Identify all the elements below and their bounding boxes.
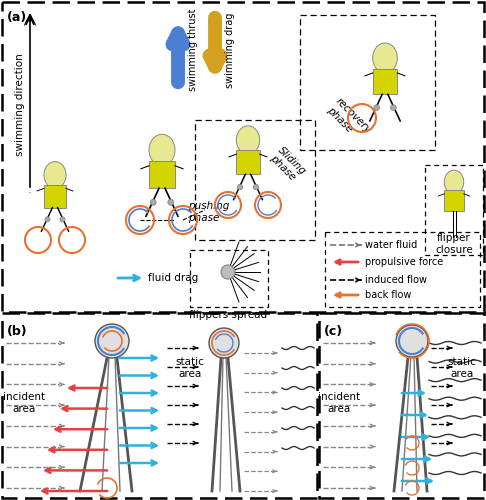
Circle shape [391, 105, 396, 110]
Circle shape [209, 328, 239, 358]
Circle shape [253, 184, 259, 190]
Circle shape [45, 217, 50, 222]
Text: flipper
closure: flipper closure [435, 233, 473, 254]
Text: back flow: back flow [365, 290, 411, 300]
Bar [195, 120, 315, 240]
Text: swimming thrust: swimming thrust [188, 8, 198, 91]
Circle shape [221, 265, 235, 279]
Text: static
area: static area [175, 357, 205, 379]
Text: (a): (a) [7, 11, 27, 24]
Bar [325, 232, 480, 307]
Text: incident
area: incident area [3, 392, 45, 414]
Bar [2, 2, 484, 312]
Text: incident
area: incident area [318, 392, 360, 414]
Text: Sliding
phase: Sliding phase [268, 145, 308, 185]
Circle shape [374, 105, 380, 110]
Text: swimming drag: swimming drag [225, 12, 235, 88]
Bar [190, 250, 268, 307]
Circle shape [95, 324, 129, 358]
Text: pushing
phase: pushing phase [188, 201, 229, 223]
Circle shape [60, 217, 65, 222]
Text: (c): (c) [324, 325, 343, 338]
Circle shape [237, 184, 243, 190]
Bar [2, 313, 317, 498]
Ellipse shape [236, 126, 260, 154]
Bar [149, 161, 175, 188]
Text: flippers spread: flippers spread [189, 310, 267, 320]
Bar [373, 68, 398, 94]
Text: water fluid: water fluid [365, 240, 417, 250]
Bar [319, 313, 484, 498]
Ellipse shape [373, 43, 398, 73]
Text: recovery
phase: recovery phase [325, 96, 373, 144]
Text: (b): (b) [7, 325, 28, 338]
Bar [444, 190, 464, 210]
Circle shape [168, 199, 174, 205]
Ellipse shape [444, 170, 464, 194]
Bar [425, 165, 483, 255]
Text: swimming direction: swimming direction [15, 54, 25, 156]
Ellipse shape [149, 134, 175, 166]
Bar [236, 150, 260, 174]
Text: propulsive force: propulsive force [365, 257, 443, 267]
Circle shape [396, 325, 428, 357]
Text: static
area: static area [448, 357, 476, 379]
Circle shape [150, 199, 156, 205]
Ellipse shape [44, 162, 66, 188]
Bar [300, 15, 435, 150]
Bar [44, 184, 66, 208]
Text: fluid drag: fluid drag [148, 273, 198, 283]
Text: induced flow: induced flow [365, 275, 427, 285]
